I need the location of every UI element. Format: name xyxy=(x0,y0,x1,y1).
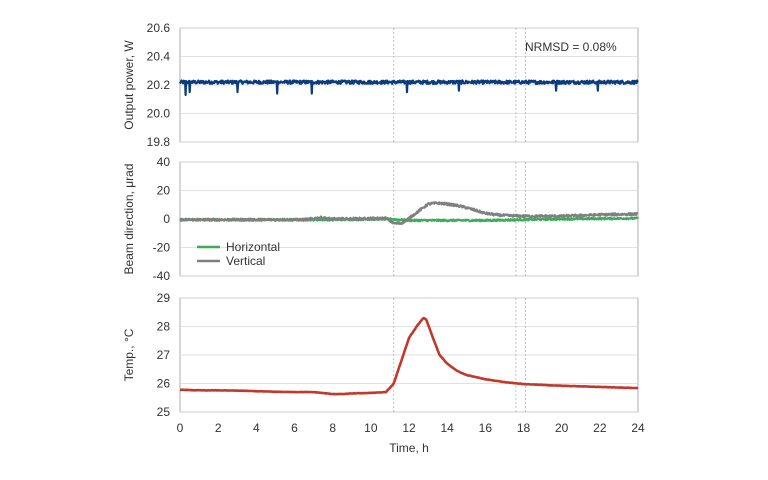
y-axis-label: Beam direction, μrad xyxy=(122,164,136,275)
x-tick-label: 12 xyxy=(402,421,416,435)
legend: Horizontal Vertical xyxy=(197,240,280,268)
y-tick-label: 20.0 xyxy=(147,107,171,121)
series-line-vertical xyxy=(179,201,639,225)
y-tick-label: 40 xyxy=(157,155,171,169)
y-axis-label: Output power, W xyxy=(122,40,136,130)
y-tick-label: 20.2 xyxy=(147,78,171,92)
y-tick-label: 28 xyxy=(157,320,171,334)
panel-output-power: 19.8 20.0 20.2 20.4 20.6 Output power, W NRM… xyxy=(122,21,639,149)
y-tick-label: -20 xyxy=(153,241,171,255)
x-tick-label: 24 xyxy=(631,421,645,435)
x-tick-label: 22 xyxy=(593,421,607,435)
y-tick-label: 0 xyxy=(163,212,170,226)
x-axis-label: Time, h xyxy=(389,441,429,455)
nrmsd-annotation: NRMSD = 0.08% xyxy=(525,40,617,54)
x-tick-label: 4 xyxy=(253,421,260,435)
y-tick-label: 20.6 xyxy=(147,21,171,35)
y-tick-label: 27 xyxy=(157,348,171,362)
panel-beam-direction: -40 -20 0 20 40 Beam direction, μrad Horizon… xyxy=(122,155,639,283)
y-tick-label: 19.8 xyxy=(147,135,171,149)
x-tick-label: 6 xyxy=(291,421,298,435)
series-line xyxy=(179,316,639,396)
y-tick-label: 25 xyxy=(157,405,171,419)
y-tick-label: -40 xyxy=(153,269,171,283)
y-tick-label: 20 xyxy=(157,184,171,198)
x-tick-label: 10 xyxy=(364,421,378,435)
x-tick-label: 14 xyxy=(440,421,454,435)
y-axis-label: Temp., °C xyxy=(122,328,136,381)
legend-label-horizontal: Horizontal xyxy=(226,240,280,254)
legend-label-vertical: Vertical xyxy=(226,254,265,268)
x-tick-label: 8 xyxy=(329,421,336,435)
y-tick-label: 20.4 xyxy=(147,50,171,64)
x-tick-label: 20 xyxy=(555,421,569,435)
x-tick-label: 18 xyxy=(517,421,531,435)
x-tick-label: 0 xyxy=(177,421,184,435)
x-tick-label: 16 xyxy=(479,421,493,435)
y-tick-label: 26 xyxy=(157,377,171,391)
series-line xyxy=(178,79,639,97)
x-tick-label: 2 xyxy=(215,421,222,435)
y-tick-label: 29 xyxy=(157,291,171,305)
